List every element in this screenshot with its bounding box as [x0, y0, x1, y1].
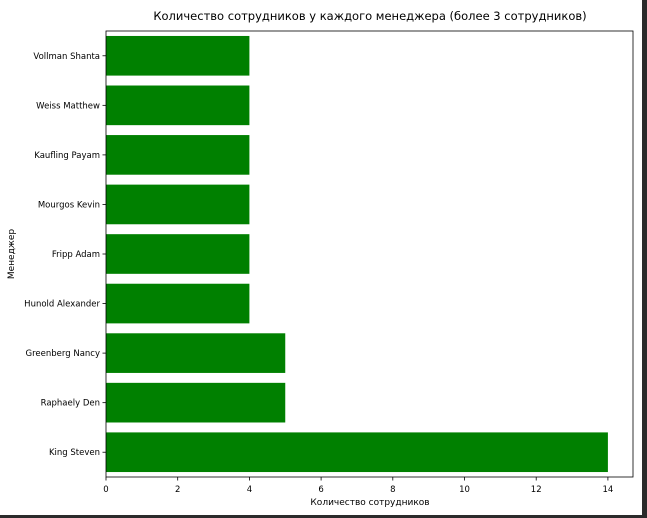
bar: [106, 382, 286, 423]
bar: [106, 35, 250, 76]
y-tick-label: King Steven: [49, 448, 100, 458]
plot-frame: [105, 30, 634, 478]
bar: [106, 135, 250, 175]
x-tick-label: 2: [175, 485, 180, 495]
x-tick-label: 10: [459, 485, 470, 495]
y-tick-label: Greenberg Nancy: [26, 349, 100, 359]
x-tick-label: 8: [390, 485, 395, 495]
x-tick-group: 0 2 4 6 8 10 12 14: [103, 477, 613, 495]
bar: [106, 85, 250, 126]
x-tick-label: 4: [247, 485, 252, 495]
y-tick-group: King Steven Raphaely Den Greenberg Nancy Hu…: [24, 52, 106, 458]
y-tick-label: Hunold Alexander: [24, 300, 100, 310]
bar: [106, 234, 250, 274]
bar: [106, 333, 286, 373]
chart-title: Количество сотрудников у каждого менедже…: [153, 9, 586, 23]
x-tick-label: 6: [318, 485, 323, 495]
y-tick-label: Kaufling Payam: [34, 151, 100, 161]
x-tick-label: 12: [531, 485, 542, 495]
y-tick-label: Fripp Adam: [52, 250, 100, 260]
x-tick-label: 0: [103, 485, 108, 495]
window-frame-right: [642, 0, 647, 518]
y-tick-label: Vollman Shanta: [33, 52, 100, 62]
y-axis-label: Менеджер: [7, 229, 17, 280]
y-tick-label: Mourgos Kevin: [38, 200, 100, 210]
y-tick-label: Raphaely Den: [41, 399, 100, 409]
x-tick-label: 14: [602, 485, 613, 495]
bar: [106, 184, 250, 225]
bars-group: [106, 35, 608, 473]
bar: [106, 283, 250, 324]
y-tick-label: Weiss Matthew: [36, 101, 100, 111]
x-axis-label: Количество сотрудников: [310, 498, 429, 508]
window-frame-bottom: [0, 515, 647, 518]
bar: [106, 432, 608, 473]
